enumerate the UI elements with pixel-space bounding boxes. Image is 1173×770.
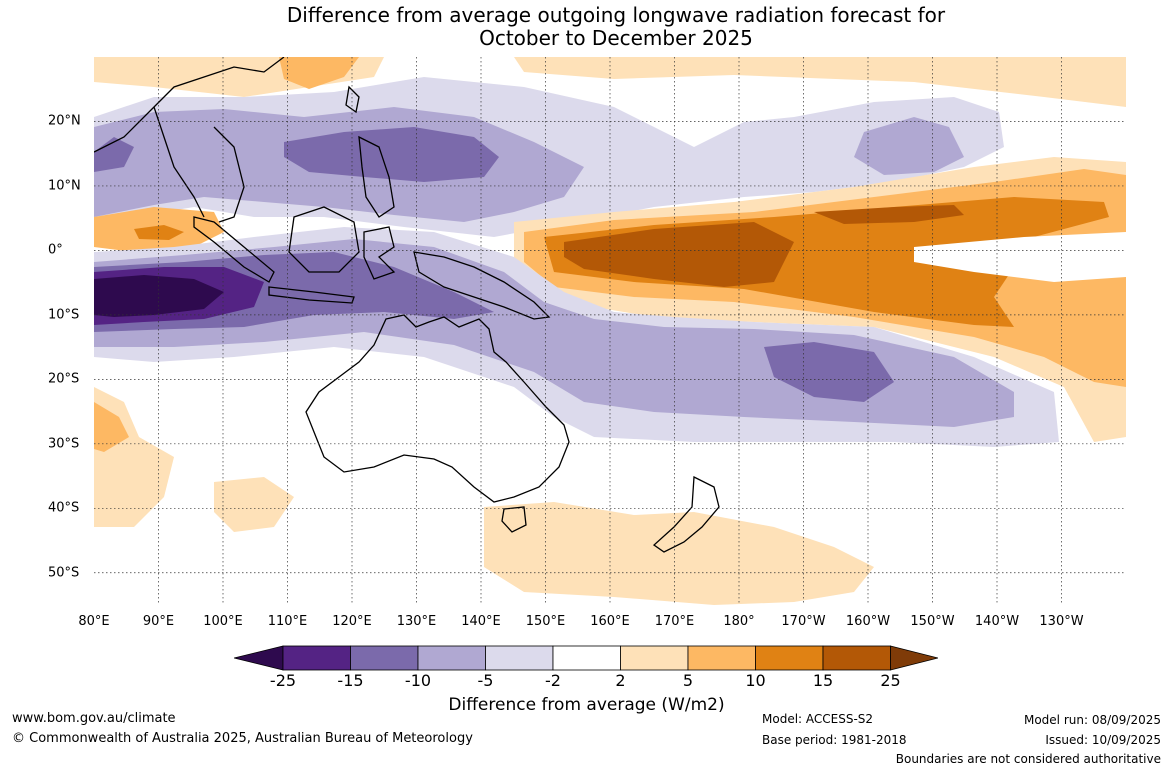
x-tick-label: 170°W	[781, 614, 826, 629]
japan-taiwan-outline	[345, 85, 360, 114]
colorbar	[234, 645, 938, 671]
map-svg	[94, 57, 1126, 605]
colorbar-segment	[417, 645, 486, 671]
colorbar-segment	[485, 645, 554, 671]
y-tick-label: 10°S	[48, 307, 80, 323]
new-guinea-outline	[413, 251, 551, 320]
australia-outline	[305, 314, 570, 503]
anomaly-zone	[854, 117, 964, 175]
tasmania-outline	[501, 506, 527, 533]
philippines-outline	[358, 135, 395, 218]
map-title: Difference from average outgoing longwav…	[0, 4, 1173, 50]
anomaly-zone	[564, 222, 794, 287]
colorbar-level-label: -25	[269, 671, 297, 690]
model-text: Model: ACCESS-S2	[762, 712, 874, 726]
colorbar-level-label: -10	[404, 671, 432, 690]
borneo-outline	[288, 206, 360, 273]
colorbar-extension-low	[234, 645, 284, 671]
anomaly-zone	[514, 57, 1126, 107]
x-tick-label: 110°E	[267, 614, 308, 629]
lon-gridlines	[158, 57, 1062, 605]
new-zealand-outline	[652, 475, 720, 553]
colorbar-segment	[822, 645, 891, 671]
title-line-2: October to December 2025	[479, 26, 753, 50]
copyright-text: © Commonwealth of Australia 2025, Austra…	[12, 731, 473, 746]
colorbar-segment	[620, 645, 689, 671]
x-tick-label: 140°E	[461, 614, 501, 629]
anomaly-zone	[94, 137, 134, 172]
anomaly-zone	[764, 342, 894, 402]
x-tick-label: 160°W	[845, 614, 891, 629]
asia-coast-outline	[94, 57, 285, 223]
y-tick-label: 50°S	[48, 565, 80, 581]
anomaly-zone	[279, 57, 359, 89]
sumatra-outline	[193, 216, 275, 283]
y-tick-label: 20°N	[48, 113, 81, 129]
colorbar-level-label: -15	[337, 671, 364, 690]
colorbar-title: Difference from average (W/m2)	[448, 695, 725, 715]
x-tick-label: 130°W	[1039, 614, 1084, 629]
anomaly-zone	[134, 225, 184, 240]
x-tick-label: 130°E	[396, 614, 437, 629]
sulawesi-outline	[363, 226, 396, 280]
colorbar-segment	[552, 645, 621, 671]
base-period-text: Base period: 1981-2018	[762, 733, 907, 747]
anomaly-map	[94, 57, 1126, 605]
colorbar-segment	[350, 645, 419, 671]
colorbar-level-label: 5	[682, 671, 694, 690]
anomaly-zone	[94, 402, 129, 452]
anomaly-zone	[94, 275, 224, 317]
model-run-text: Model run: 08/09/2025	[1023, 713, 1161, 727]
x-tick-label: 80°E	[78, 614, 110, 629]
y-tick-label: 20°S	[48, 371, 80, 387]
x-tick-label: 140°W	[974, 614, 1020, 629]
colorbar-segment	[687, 645, 756, 671]
x-tick-label: 150°W	[910, 614, 955, 629]
colorbar-level-label: 10	[745, 671, 766, 690]
anomaly-zone	[914, 232, 1126, 282]
anomaly-zone	[284, 127, 499, 182]
colorbar-level-label: -5	[477, 671, 494, 690]
anomaly-zone	[94, 387, 174, 527]
x-tick-label: 160°E	[590, 614, 630, 629]
lat-gridlines	[94, 121, 1126, 574]
y-tick-label: 40°S	[48, 500, 80, 516]
y-tick-label: 0°	[48, 242, 63, 258]
java-outline	[268, 286, 355, 304]
anomaly-zone	[814, 205, 964, 224]
disclaimer-text: Boundaries are not considered authoritat…	[895, 752, 1161, 766]
y-tick-label: 10°N	[48, 178, 81, 194]
colorbar-extension-high	[890, 645, 938, 671]
colorbar-level-label: 15	[812, 671, 834, 690]
issued-text: Issued: 10/09/2025	[1045, 733, 1161, 747]
anomaly-zone	[484, 502, 874, 605]
colorbar-level-label: 2	[615, 671, 626, 690]
colorbar-level-label: -2	[545, 671, 561, 690]
x-tick-label: 150°E	[525, 614, 566, 629]
x-tick-label: 120°E	[332, 614, 372, 629]
website-link[interactable]: www.bom.gov.au/climate	[12, 711, 176, 726]
anomaly-zone	[214, 477, 294, 532]
x-tick-label: 170°E	[654, 614, 695, 629]
y-tick-label: 30°S	[48, 436, 80, 452]
colorbar-segment	[755, 645, 824, 671]
x-tick-label: 90°E	[142, 614, 175, 629]
title-line-1: Difference from average outgoing longwav…	[286, 3, 946, 27]
x-tick-label: 100°E	[203, 614, 243, 629]
colorbar-segment	[282, 645, 351, 671]
colorbar-level-label: 25	[880, 671, 901, 690]
x-tick-label: 180°	[723, 614, 755, 629]
